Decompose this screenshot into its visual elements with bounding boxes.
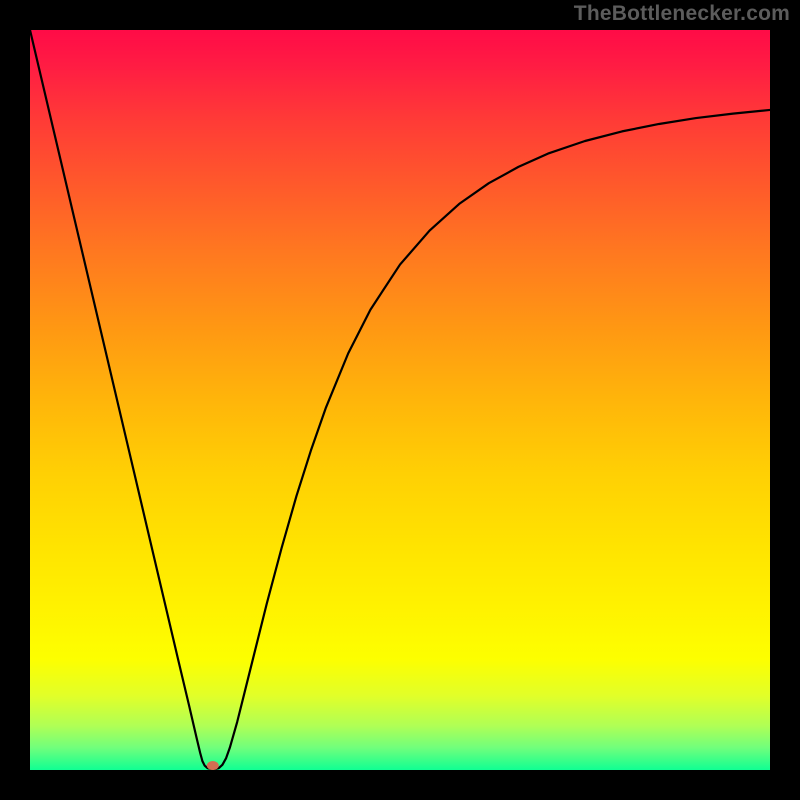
plot-area xyxy=(30,30,770,770)
plot-svg xyxy=(30,30,770,770)
chart-frame: TheBottlenecker.com xyxy=(0,0,800,800)
watermark-text: TheBottlenecker.com xyxy=(574,2,790,26)
gradient-background xyxy=(30,30,770,770)
optimum-marker xyxy=(207,761,219,770)
